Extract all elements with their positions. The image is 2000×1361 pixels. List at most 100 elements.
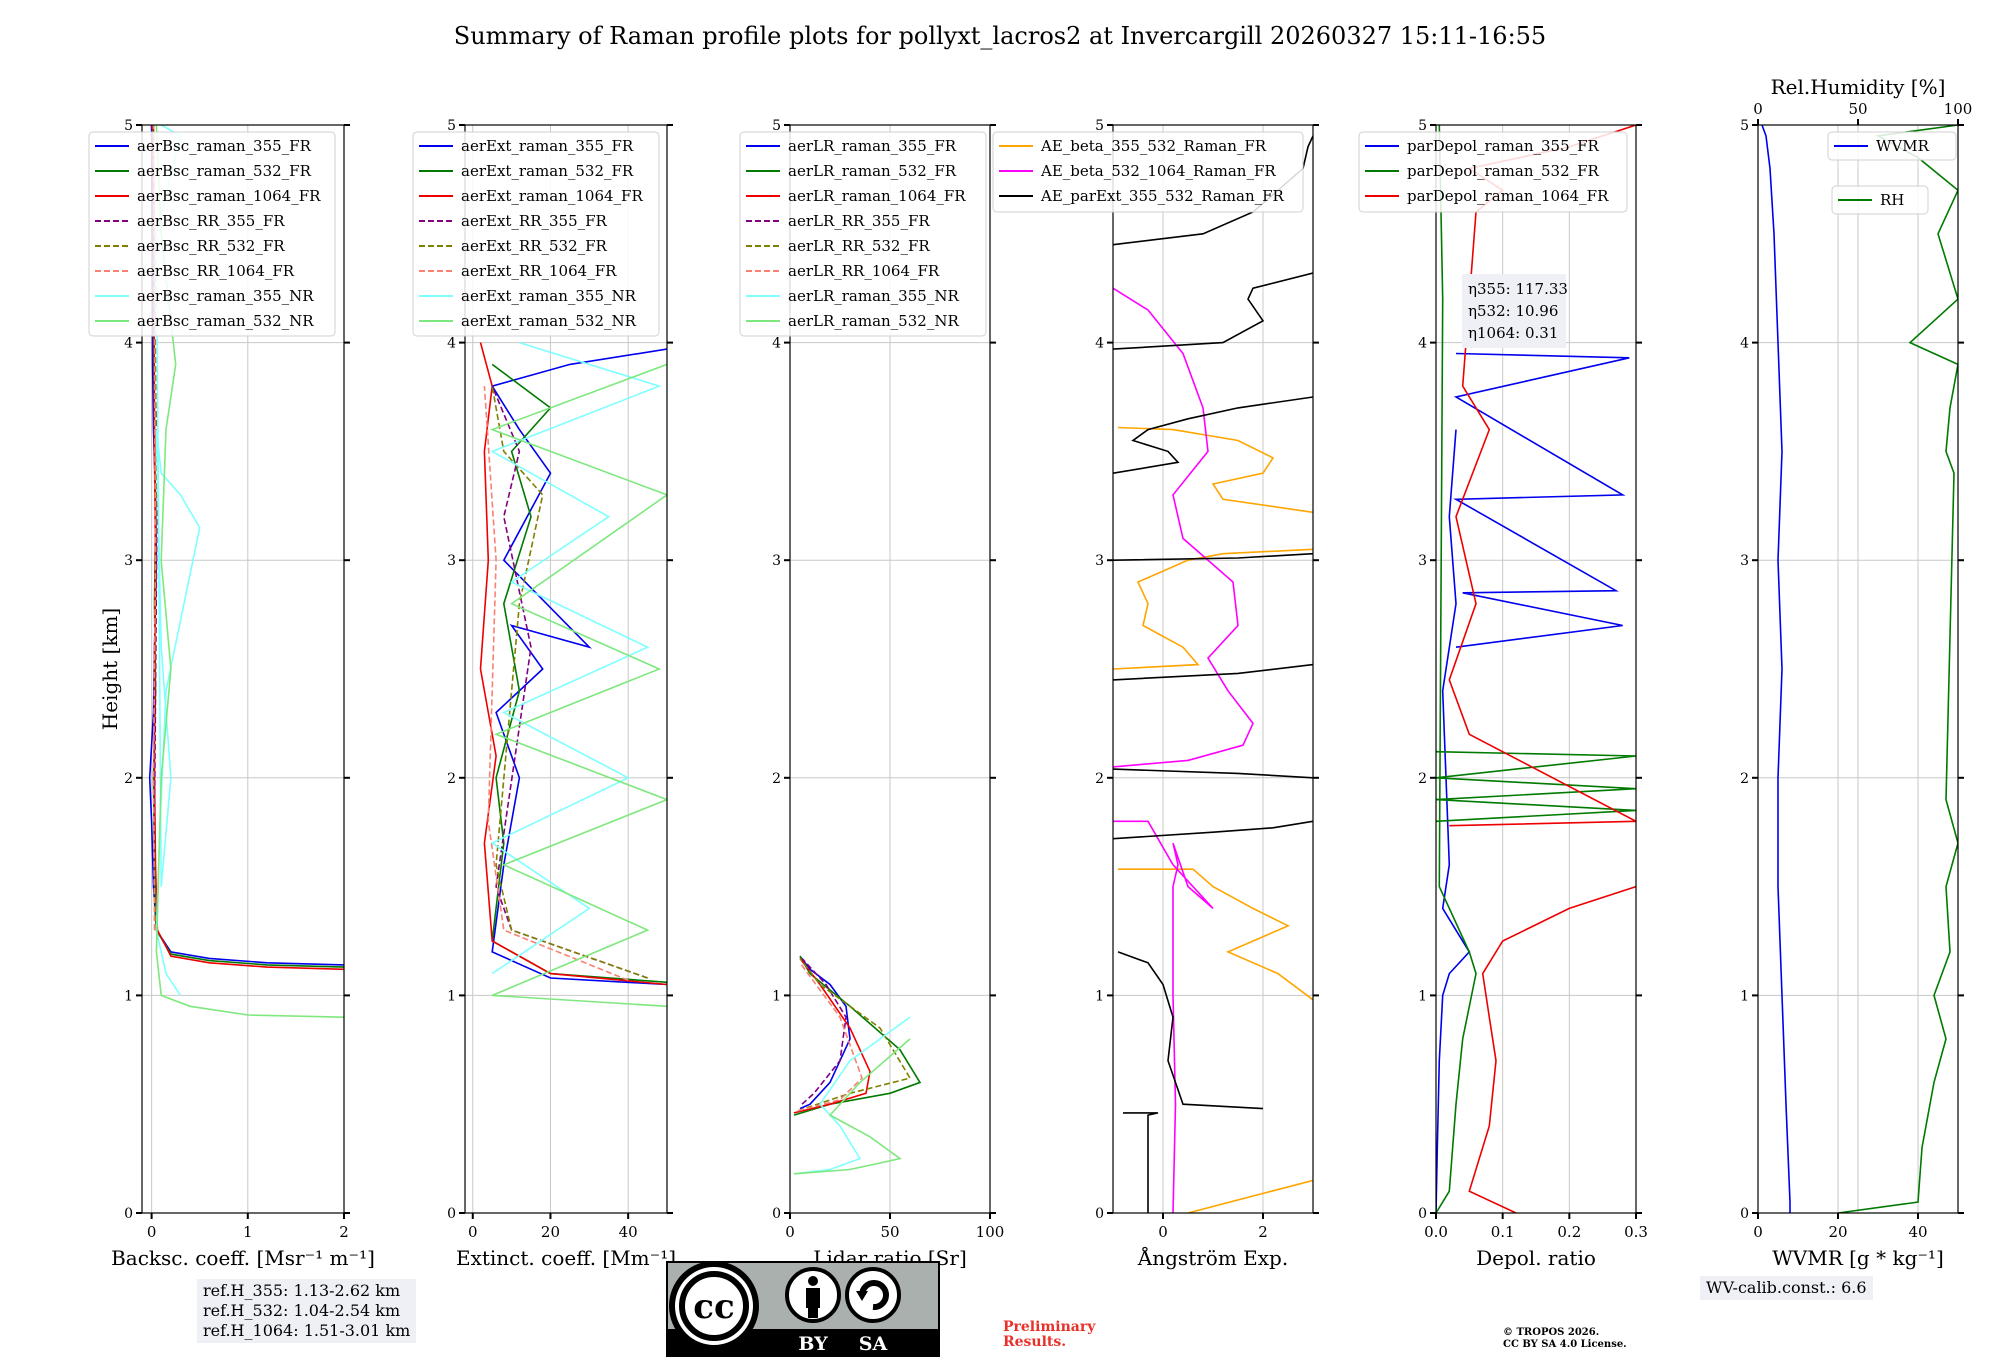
series-aerext-rr-1064-fr [483,386,629,981]
series-pardepol-raman-355-fr [1436,429,1471,1213]
series-ae-parext-355-532-raman-fr [1113,396,1313,474]
y-tick-label: 2 [447,771,456,787]
legend-label: aerBsc_raman_355_FR [137,137,312,155]
panel-backscatter: 0 1 2 3 4 5 0 1 2 Backsc. coeff. [Msr⁻¹ m⁻¹] aerBs… [88,118,375,1270]
eta-annotation: η355: 117.33 η532: 10.96 η1064: 0.31 [1462,274,1568,348]
series-rh [1837,125,1958,1213]
y-tick-label: 1 [447,988,456,1004]
legend-extinction: aerExt_raman_355_FR aerExt_raman_532_FRae… [412,131,660,337]
legend-angstrom: AE_beta_355_532_Raman_FR AE_beta_532_1064… [992,131,1304,213]
legend-label: aerBsc_RR_355_FR [137,212,285,230]
legend-label: aerLR_raman_1064_FR [788,187,966,205]
legend-label: aerBsc_raman_355_NR [137,287,314,305]
series-aerlr-rr-532-fr [797,957,912,1112]
x2-tick-label: 50 [1848,100,1867,118]
x-tick-label: 0 [468,1223,478,1241]
x-tick-label: 0 [147,1223,157,1241]
legend-label: aerLR_raman_355_NR [788,287,959,305]
legend-box [1827,131,1957,161]
y-tick-label: 3 [772,553,781,569]
y-tick-label: 3 [447,553,456,569]
y-tick-label: 1 [124,988,133,1004]
y-tick-label: 0 [447,1206,456,1222]
axes-frame [1435,124,1637,1214]
series-aerext-raman-355-nr [490,341,662,975]
legend-label: parDepol_raman_355_FR [1407,137,1600,155]
series-ae-beta-532-1064-raman-fr [1113,820,1214,1213]
cc-by-label: BY [798,1333,828,1355]
legend-label: aerLR_raman_532_FR [788,162,957,180]
x-axis-label: WVMR [g * kg⁻¹] [1772,1246,1944,1270]
y-tick-label: 1 [1740,988,1749,1004]
wv-calibration-box: WV-calib.const.: 6.6 [1700,1276,1873,1300]
legend-label: aerBsc_raman_532_FR [137,162,312,180]
x-tick-label: 40 [1908,1223,1927,1241]
x2-axis-label: Rel.Humidity [%] [1771,75,1946,99]
x-tick-label: 20 [1828,1223,1847,1241]
series-ae-parext-355-532-raman-fr [1117,951,1264,1110]
legend-label: aerExt_RR_1064_FR [461,262,617,280]
series-aerlr-raman-1064-fr [793,957,871,1114]
y-tick-label: 0 [1740,1206,1749,1222]
legend-rh: RH [1831,185,1929,215]
panel-extinction: 0 1 2 3 4 5 0 20 40 Extinct. coeff. [Mm⁻¹] aerExt_… [412,118,676,1270]
series-wvmr [1761,125,1791,1213]
preliminary-line-1: Preliminary [1003,1319,1096,1335]
eta-label: η532: 10.96 [1468,302,1558,320]
x-tick-label: 0.1 [1491,1223,1515,1241]
x-tick-label: 40 [619,1223,638,1241]
legend-label: aerBsc_RR_1064_FR [137,262,295,280]
y-tick-label: 4 [1095,336,1104,352]
x2-tick-label: 100 [1944,100,1973,118]
legend-label: aerBsc_RR_532_FR [137,237,285,255]
x-axis-label: Ångström Exp. [1137,1245,1288,1270]
y-tick-label: 0 [772,1206,781,1222]
legend-label: aerExt_raman_1064_FR [461,187,643,205]
ref-height-532: ref.H_532: 1.04-2.54 km [203,1301,401,1320]
x-axis-label: Backsc. coeff. [Msr⁻¹ m⁻¹] [111,1246,375,1270]
copyright-line-2: CC BY SA 4.0 License. [1503,1339,1627,1350]
series-pardepol-raman-1064-fr [1468,885,1636,1213]
eta-box [1462,274,1566,348]
legend-box [1358,131,1628,213]
series-group [1761,125,1958,1213]
series-ae-parext-355-532-raman-fr [1113,820,1313,840]
y-tick-label: 5 [124,118,133,134]
y-tick-label: 5 [772,118,781,134]
legend-label: aerExt_RR_355_FR [461,212,608,230]
y-tick-label: 1 [1418,988,1427,1004]
series-group [793,955,922,1175]
series-aerext-rr-532-fr [491,385,648,979]
y-tick-label: 0 [124,1206,133,1222]
series-pardepol-raman-532-fr [1436,125,1477,1213]
series-ae-parext-355-532-raman-fr [1123,1112,1159,1213]
legend-label: WVMR [1876,137,1930,155]
y-tick-label: 4 [447,336,456,352]
legend-label: aerLR_RR_1064_FR [788,262,940,280]
reference-height-box: ref.H_355: 1.13-2.62 km ref.H_532: 1.04-… [197,1279,417,1343]
y-tick-label: 2 [1095,771,1104,787]
legend-label: parDepol_raman_532_FR [1407,162,1600,180]
series-aerbsc-raman-532-nr [155,125,344,1018]
legend-label: aerExt_RR_532_FR [461,237,608,255]
cc-by-sa-badge: cc BY SA [666,1261,940,1357]
x-tick-label: 20 [541,1223,560,1241]
legend-label: aerExt_raman_355_FR [461,137,634,155]
legend-box [412,131,660,337]
x-tick-label: 100 [976,1223,1005,1241]
y-tick-label: 3 [124,553,133,569]
x-tick-label: 0.0 [1424,1223,1448,1241]
copyright-line-1: © TROPOS 2026. [1503,1327,1600,1338]
series-ae-parext-355-532-raman-fr [1113,768,1313,779]
axes-frame [141,124,345,1214]
y-tick-label: 4 [1418,336,1427,352]
y-tick-label: 5 [1095,118,1104,134]
series-aerlr-raman-532-nr [793,1038,911,1175]
y-tick-label: 4 [1740,336,1749,352]
ref-height-1064: ref.H_1064: 1.51-3.01 km [203,1321,411,1340]
series-ae-beta-355-532-raman-fr [1187,1179,1313,1213]
y-tick-label: 0 [1095,1206,1104,1222]
x-tick-label: 0.2 [1557,1223,1581,1241]
